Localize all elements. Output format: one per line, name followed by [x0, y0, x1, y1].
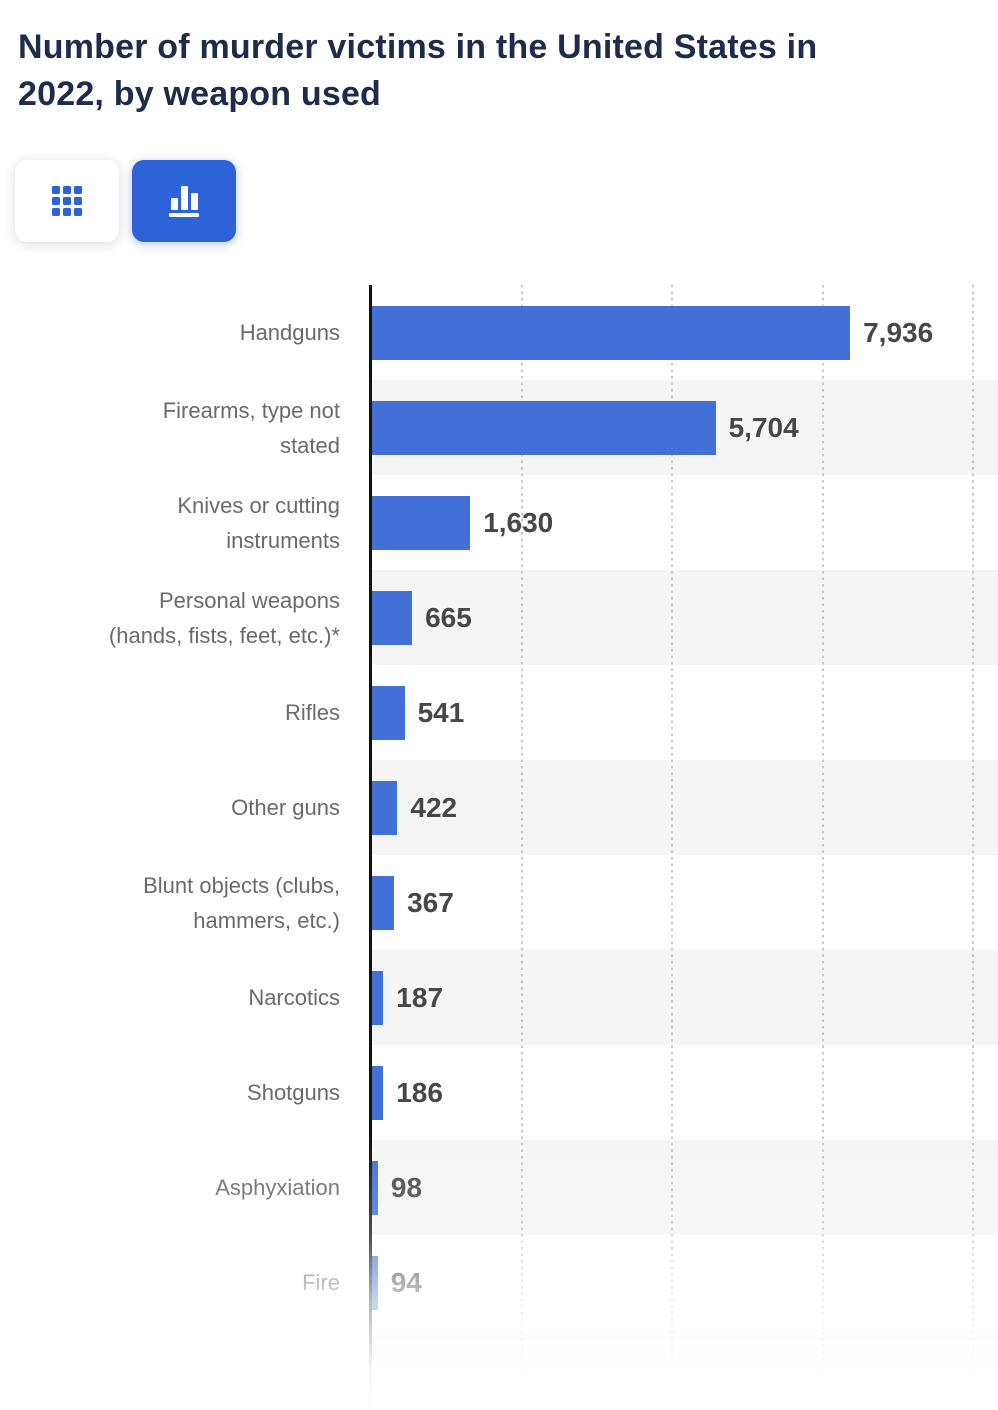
category-label: Shotguns: [247, 1080, 340, 1105]
value-label: 541: [417, 696, 465, 728]
row-plot: 422: [372, 760, 998, 855]
bar[interactable]: [372, 970, 384, 1025]
gridline: [671, 285, 674, 1410]
value-label: 5,704: [728, 411, 799, 443]
category-label: [0, 1330, 372, 1410]
category-label: Handguns: [239, 320, 340, 345]
category-label: Personal weapons (hands, fists, feet, et…: [108, 587, 340, 648]
chart-row: Other guns 422: [0, 760, 998, 855]
row-plot: 186: [372, 1045, 998, 1140]
category-label: Blunt objects (clubs, hammers, etc.): [143, 872, 340, 933]
bar[interactable]: [372, 305, 851, 360]
category-label: Narcotics: [248, 985, 340, 1010]
value-label: 7,936: [863, 316, 934, 348]
chart-row: [0, 1330, 998, 1410]
category-label: Firearms, type not stated: [162, 397, 340, 458]
category-label: Asphyxiation: [215, 1175, 340, 1200]
chart-row: Blunt objects (clubs, hammers, etc.) 367: [0, 855, 998, 950]
table-view-button[interactable]: [15, 160, 119, 242]
chart-row: Asphyxiation 98: [0, 1140, 998, 1235]
category-label: Fire: [302, 1270, 340, 1295]
chart-row: Fire 94: [0, 1235, 998, 1330]
chart-row: Rifles 541: [0, 665, 998, 760]
category-label: Rifles: [284, 700, 340, 725]
chart-row: Handguns 7,936: [0, 285, 998, 380]
gridline: [520, 285, 523, 1410]
row-plot: 94: [372, 1235, 998, 1330]
category-label: Other guns: [231, 795, 340, 820]
y-axis-line: [369, 285, 372, 1410]
chart-row: Narcotics 187: [0, 950, 998, 1045]
category-label: Knives or cutting instruments: [177, 492, 340, 553]
view-toggle-toolbar: [15, 160, 998, 242]
gridline: [972, 285, 975, 1410]
value-label: 422: [410, 791, 458, 823]
bar[interactable]: [372, 1255, 378, 1310]
bar[interactable]: [372, 495, 471, 550]
row-plot: [372, 1330, 998, 1410]
value-label: 187: [396, 981, 444, 1013]
chart-view-button[interactable]: [132, 160, 236, 242]
value-label: 367: [407, 886, 454, 918]
bar-chart-icon: [169, 185, 199, 217]
row-plot: 7,936: [372, 285, 998, 380]
bar[interactable]: [372, 685, 405, 740]
bar[interactable]: [372, 1160, 378, 1215]
bar[interactable]: [372, 590, 413, 645]
value-label: 98: [390, 1171, 423, 1203]
page-title: Number of murder victims in the United S…: [0, 0, 998, 118]
page-title-line-1: Number of murder victims in the United S…: [18, 28, 818, 66]
chart-row: Personal weapons (hands, fists, feet, et…: [0, 570, 998, 665]
value-label: 1,630: [483, 506, 554, 538]
bar-chart: Handguns 7,936 Firearms, type not stated…: [0, 285, 998, 1410]
value-label: 186: [396, 1076, 443, 1108]
row-plot: 5,704: [372, 380, 998, 475]
bar[interactable]: [372, 400, 716, 455]
bar[interactable]: [372, 780, 398, 835]
bar[interactable]: [372, 1065, 384, 1120]
chart-row: Firearms, type not stated 5,704: [0, 380, 998, 475]
value-label: 665: [425, 601, 472, 633]
value-label: 94: [390, 1266, 422, 1298]
gridline: [821, 285, 824, 1410]
bar[interactable]: [372, 875, 395, 930]
row-plot: 98: [372, 1140, 998, 1235]
row-plot: 1,630: [372, 475, 998, 570]
chart-rows: Handguns 7,936 Firearms, type not stated…: [0, 285, 998, 1410]
table-grid-icon: [52, 186, 82, 216]
chart-row: Shotguns 186: [0, 1045, 998, 1140]
row-plot: 665: [372, 570, 998, 665]
row-plot: 187: [372, 950, 998, 1045]
row-plot: 541: [372, 665, 998, 760]
page-title-line-2: 2022, by weapon used: [18, 75, 382, 113]
row-plot: 367: [372, 855, 998, 950]
chart-row: Knives or cutting instruments 1,630: [0, 475, 998, 570]
